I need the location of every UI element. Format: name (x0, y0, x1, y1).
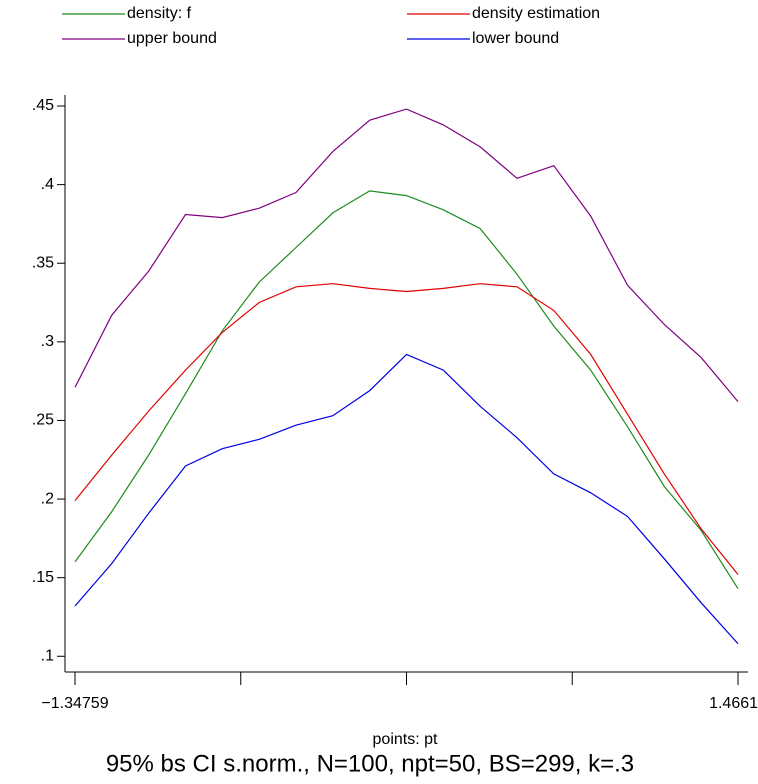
legend-label: lower bound (472, 30, 559, 47)
series-line (74, 353, 739, 645)
x-tick-label: −1.34759 (41, 695, 108, 712)
legend-label: density: f (127, 5, 192, 22)
y-tick-label: .25 (32, 412, 54, 429)
caption: 95% bs CI s.norm., N=100, npt=50, BS=299… (106, 750, 634, 777)
y-tick-label: .4 (41, 176, 54, 193)
x-axis-label: points: pt (373, 731, 438, 748)
series-line (74, 283, 739, 575)
series-line (74, 108, 739, 402)
legend-label: upper bound (127, 30, 217, 47)
x-tick-label: 1.46619 (709, 695, 758, 712)
y-tick-label: .15 (32, 569, 54, 586)
y-tick-label: .2 (41, 490, 54, 507)
y-tick-label: .1 (41, 647, 54, 664)
y-tick-label: .35 (32, 254, 54, 271)
series-line (74, 190, 739, 590)
y-tick-label: .3 (41, 333, 54, 350)
y-tick-label: .45 (32, 97, 54, 114)
legend-label: density estimation (472, 5, 600, 22)
